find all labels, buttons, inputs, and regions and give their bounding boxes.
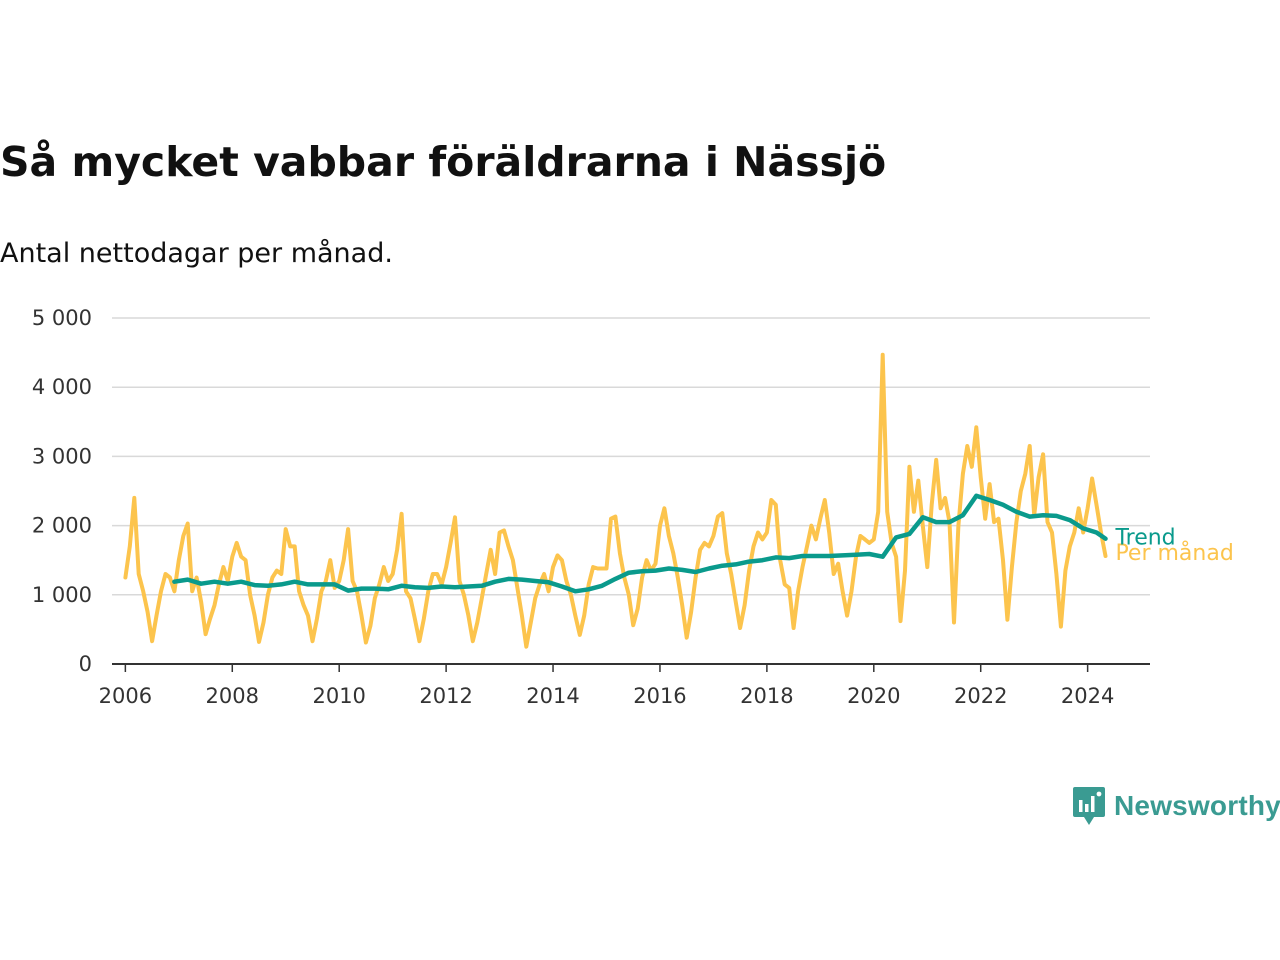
y-tick-label: 0 [79,652,92,676]
newsworthy-brand[interactable]: Newsworthy [1072,784,1280,828]
x-tick-label: 2006 [99,684,152,708]
brand-name: Newsworthy [1114,790,1280,821]
chart-subtitle: Antal nettodagar per månad. [0,238,393,269]
chart-title: Så mycket vabbar föräldrarna i Nässjö [0,138,887,186]
series-line-per-manad [123,352,1108,649]
x-tick-label: 2022 [954,684,1007,708]
series-lines [123,352,1108,649]
newsworthy-logo-icon [1073,787,1105,825]
x-tick-label: 2016 [633,684,686,708]
y-tick-label: 4 000 [32,375,92,399]
x-tick-label: 2012 [419,684,472,708]
x-tick-label: 2010 [312,684,365,708]
y-axis-ticks: 0 1 000 2 000 3 000 4 000 5 000 [32,306,92,676]
y-tick-label: 2 000 [32,514,92,538]
x-tick-label: 2024 [1061,684,1114,708]
x-tick-label: 2018 [740,684,793,708]
x-tick-label: 2020 [847,684,900,708]
x-tick-label: 2014 [526,684,579,708]
y-tick-label: 5 000 [32,306,92,330]
y-tick-label: 3 000 [32,444,92,468]
series-label-per-manad: Per månad [1115,540,1233,566]
y-tick-label: 1 000 [32,583,92,607]
x-axis-ticks: 2006 2008 2010 2012 2014 2016 2018 2020 2022 2024 [99,664,1114,708]
x-tick-label: 2008 [206,684,259,708]
series-line-trend [172,493,1108,594]
series-label-trend: Trend [1114,526,1175,551]
